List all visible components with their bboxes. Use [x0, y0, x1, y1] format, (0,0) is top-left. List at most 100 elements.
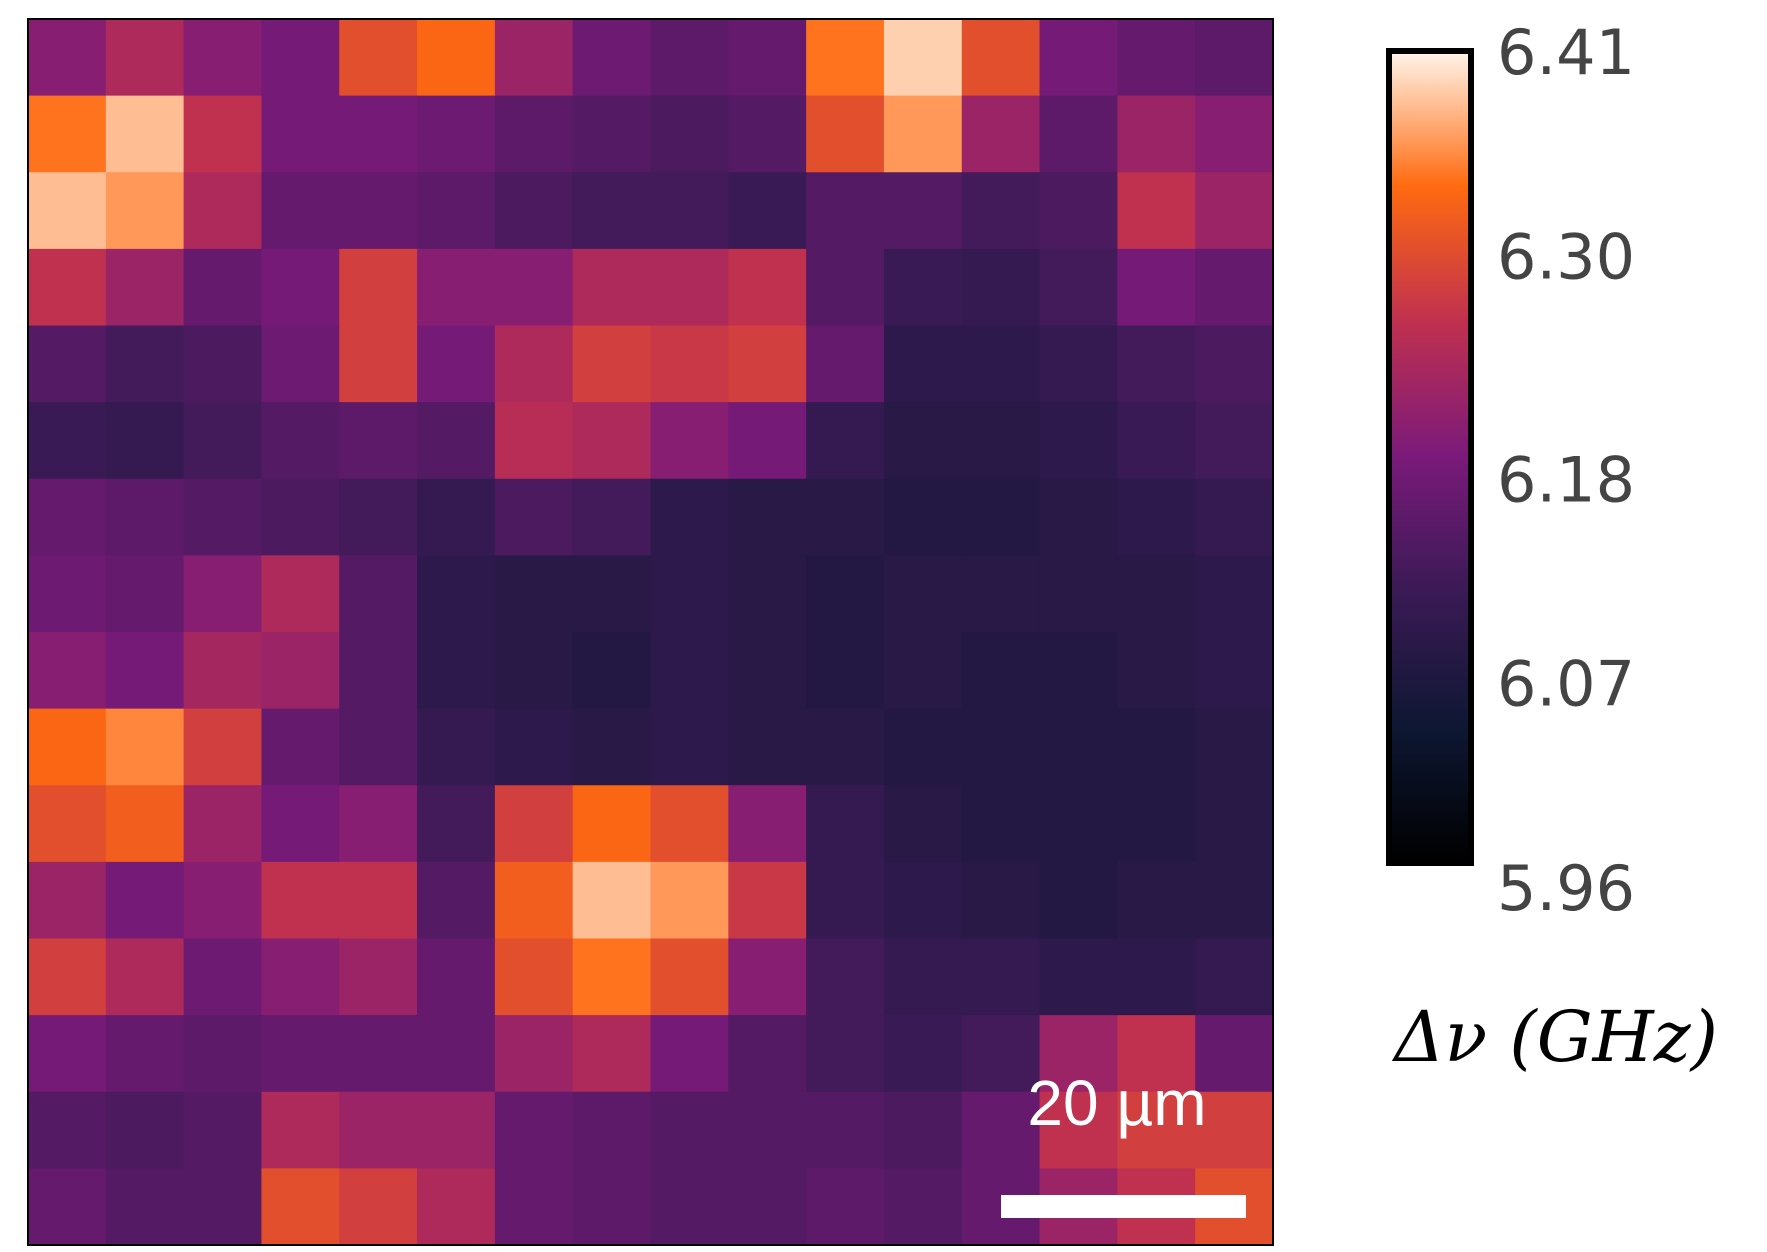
- heatmap-cell: [1195, 861, 1274, 939]
- heatmap-cell: [961, 325, 1041, 403]
- heatmap-cell: [261, 478, 340, 556]
- heatmap-cell: [261, 938, 340, 1016]
- heatmap-cell: [728, 248, 807, 326]
- heatmap-cell: [105, 1015, 185, 1093]
- heatmap-cell: [806, 402, 885, 480]
- heatmap-cell: [650, 555, 729, 633]
- heatmap-cell: [339, 402, 418, 480]
- heatmap-cell: [105, 938, 185, 1016]
- heatmap-cell: [806, 938, 885, 1016]
- heatmap-cell: [883, 248, 963, 326]
- heatmap-cell: [339, 1168, 418, 1246]
- heatmap-cell: [1195, 402, 1274, 480]
- heatmap-cell: [650, 172, 729, 250]
- heatmap-cell: [806, 325, 885, 403]
- heatmap-cell: [961, 402, 1041, 480]
- heatmap-cell: [1195, 19, 1274, 97]
- heatmap-cell: [105, 708, 185, 786]
- heatmap-cell: [1117, 555, 1196, 633]
- heatmap-cell: [883, 708, 963, 786]
- heatmap-cell: [650, 938, 729, 1016]
- heatmap-cell: [1117, 478, 1196, 556]
- heatmap-cell: [572, 555, 651, 633]
- heatmap-cell: [650, 95, 729, 173]
- heatmap-cell: [961, 861, 1041, 939]
- heatmap-cell: [572, 938, 651, 1016]
- heatmap-cell: [339, 478, 418, 556]
- heatmap-cell: [572, 325, 651, 403]
- heatmap-cell: [1039, 248, 1118, 326]
- heatmap-cell: [1117, 248, 1196, 326]
- heatmap-cell: [339, 1015, 418, 1093]
- heatmap-cell: [1195, 325, 1274, 403]
- colorbar-tick-label: 5.96: [1497, 852, 1635, 925]
- heatmap-cell: [417, 1091, 496, 1169]
- heatmap-cell: [261, 1015, 340, 1093]
- heatmap-cell: [1117, 632, 1196, 710]
- heatmap-cell: [1039, 172, 1118, 250]
- heatmap-cell: [1117, 785, 1196, 863]
- heatmap-cell: [650, 325, 729, 403]
- heatmap-cell: [650, 632, 729, 710]
- heatmap-cell: [728, 785, 807, 863]
- heatmap-cell: [261, 402, 340, 480]
- heatmap-cell: [1039, 1091, 1118, 1169]
- heatmap-cell: [105, 172, 185, 250]
- heatmap-cell: [728, 172, 807, 250]
- heatmap-cell: [261, 95, 340, 173]
- heatmap-cell: [105, 402, 185, 480]
- heatmap-cell: [961, 95, 1041, 173]
- colorbar-tick-label: 6.07: [1497, 648, 1635, 721]
- heatmap-cell: [28, 402, 107, 480]
- heatmap-cell: [339, 19, 418, 97]
- heatmap-cell: [1195, 248, 1274, 326]
- heatmap-cell: [417, 325, 496, 403]
- heatmap-cell: [728, 1168, 807, 1246]
- heatmap-cell: [1039, 95, 1118, 173]
- heatmap-cell: [183, 785, 262, 863]
- heatmap-cell: [728, 555, 807, 633]
- heatmap-cell: [883, 402, 963, 480]
- heatmap-cell: [1117, 1091, 1196, 1169]
- heatmap-cell: [650, 1168, 729, 1246]
- heatmap-cell: [494, 1091, 574, 1169]
- heatmap-cell: [961, 938, 1041, 1016]
- heatmap-cell: [1195, 478, 1274, 556]
- heatmap-cell: [650, 19, 729, 97]
- heatmap-cell: [728, 938, 807, 1016]
- heatmap-cell: [806, 861, 885, 939]
- heatmap-cell: [883, 1091, 963, 1169]
- heatmap-cell: [650, 248, 729, 326]
- heatmap-cell: [572, 172, 651, 250]
- heatmap-cell: [650, 861, 729, 939]
- heatmap: [28, 19, 1274, 1246]
- heatmap-cell: [1039, 708, 1118, 786]
- heatmap-cell: [28, 325, 107, 403]
- heatmap-cell: [806, 1168, 885, 1246]
- heatmap-cell: [883, 1015, 963, 1093]
- heatmap-cell: [339, 785, 418, 863]
- heatmap-cell: [961, 248, 1041, 326]
- heatmap-cell: [728, 861, 807, 939]
- colorbar-tick-label: 6.30: [1497, 220, 1635, 293]
- heatmap-cell: [1039, 1015, 1118, 1093]
- heatmap-cell: [183, 478, 262, 556]
- heatmap-cell: [1039, 19, 1118, 97]
- heatmap-cell: [183, 708, 262, 786]
- heatmap-cell: [494, 861, 574, 939]
- heatmap-cell: [806, 95, 885, 173]
- heatmap-cell: [572, 478, 651, 556]
- heatmap-cell: [494, 708, 574, 786]
- heatmap-cell: [339, 172, 418, 250]
- heatmap-cell: [806, 478, 885, 556]
- heatmap-cell: [883, 861, 963, 939]
- heatmap-cell: [728, 632, 807, 710]
- heatmap-cell: [28, 95, 107, 173]
- heatmap-cell: [961, 1015, 1041, 1093]
- heatmap-cell: [1195, 95, 1274, 173]
- heatmap-cell: [28, 248, 107, 326]
- heatmap-cell: [1039, 861, 1118, 939]
- heatmap-cell: [1117, 1015, 1196, 1093]
- heatmap-cell: [650, 785, 729, 863]
- heatmap-cell: [572, 708, 651, 786]
